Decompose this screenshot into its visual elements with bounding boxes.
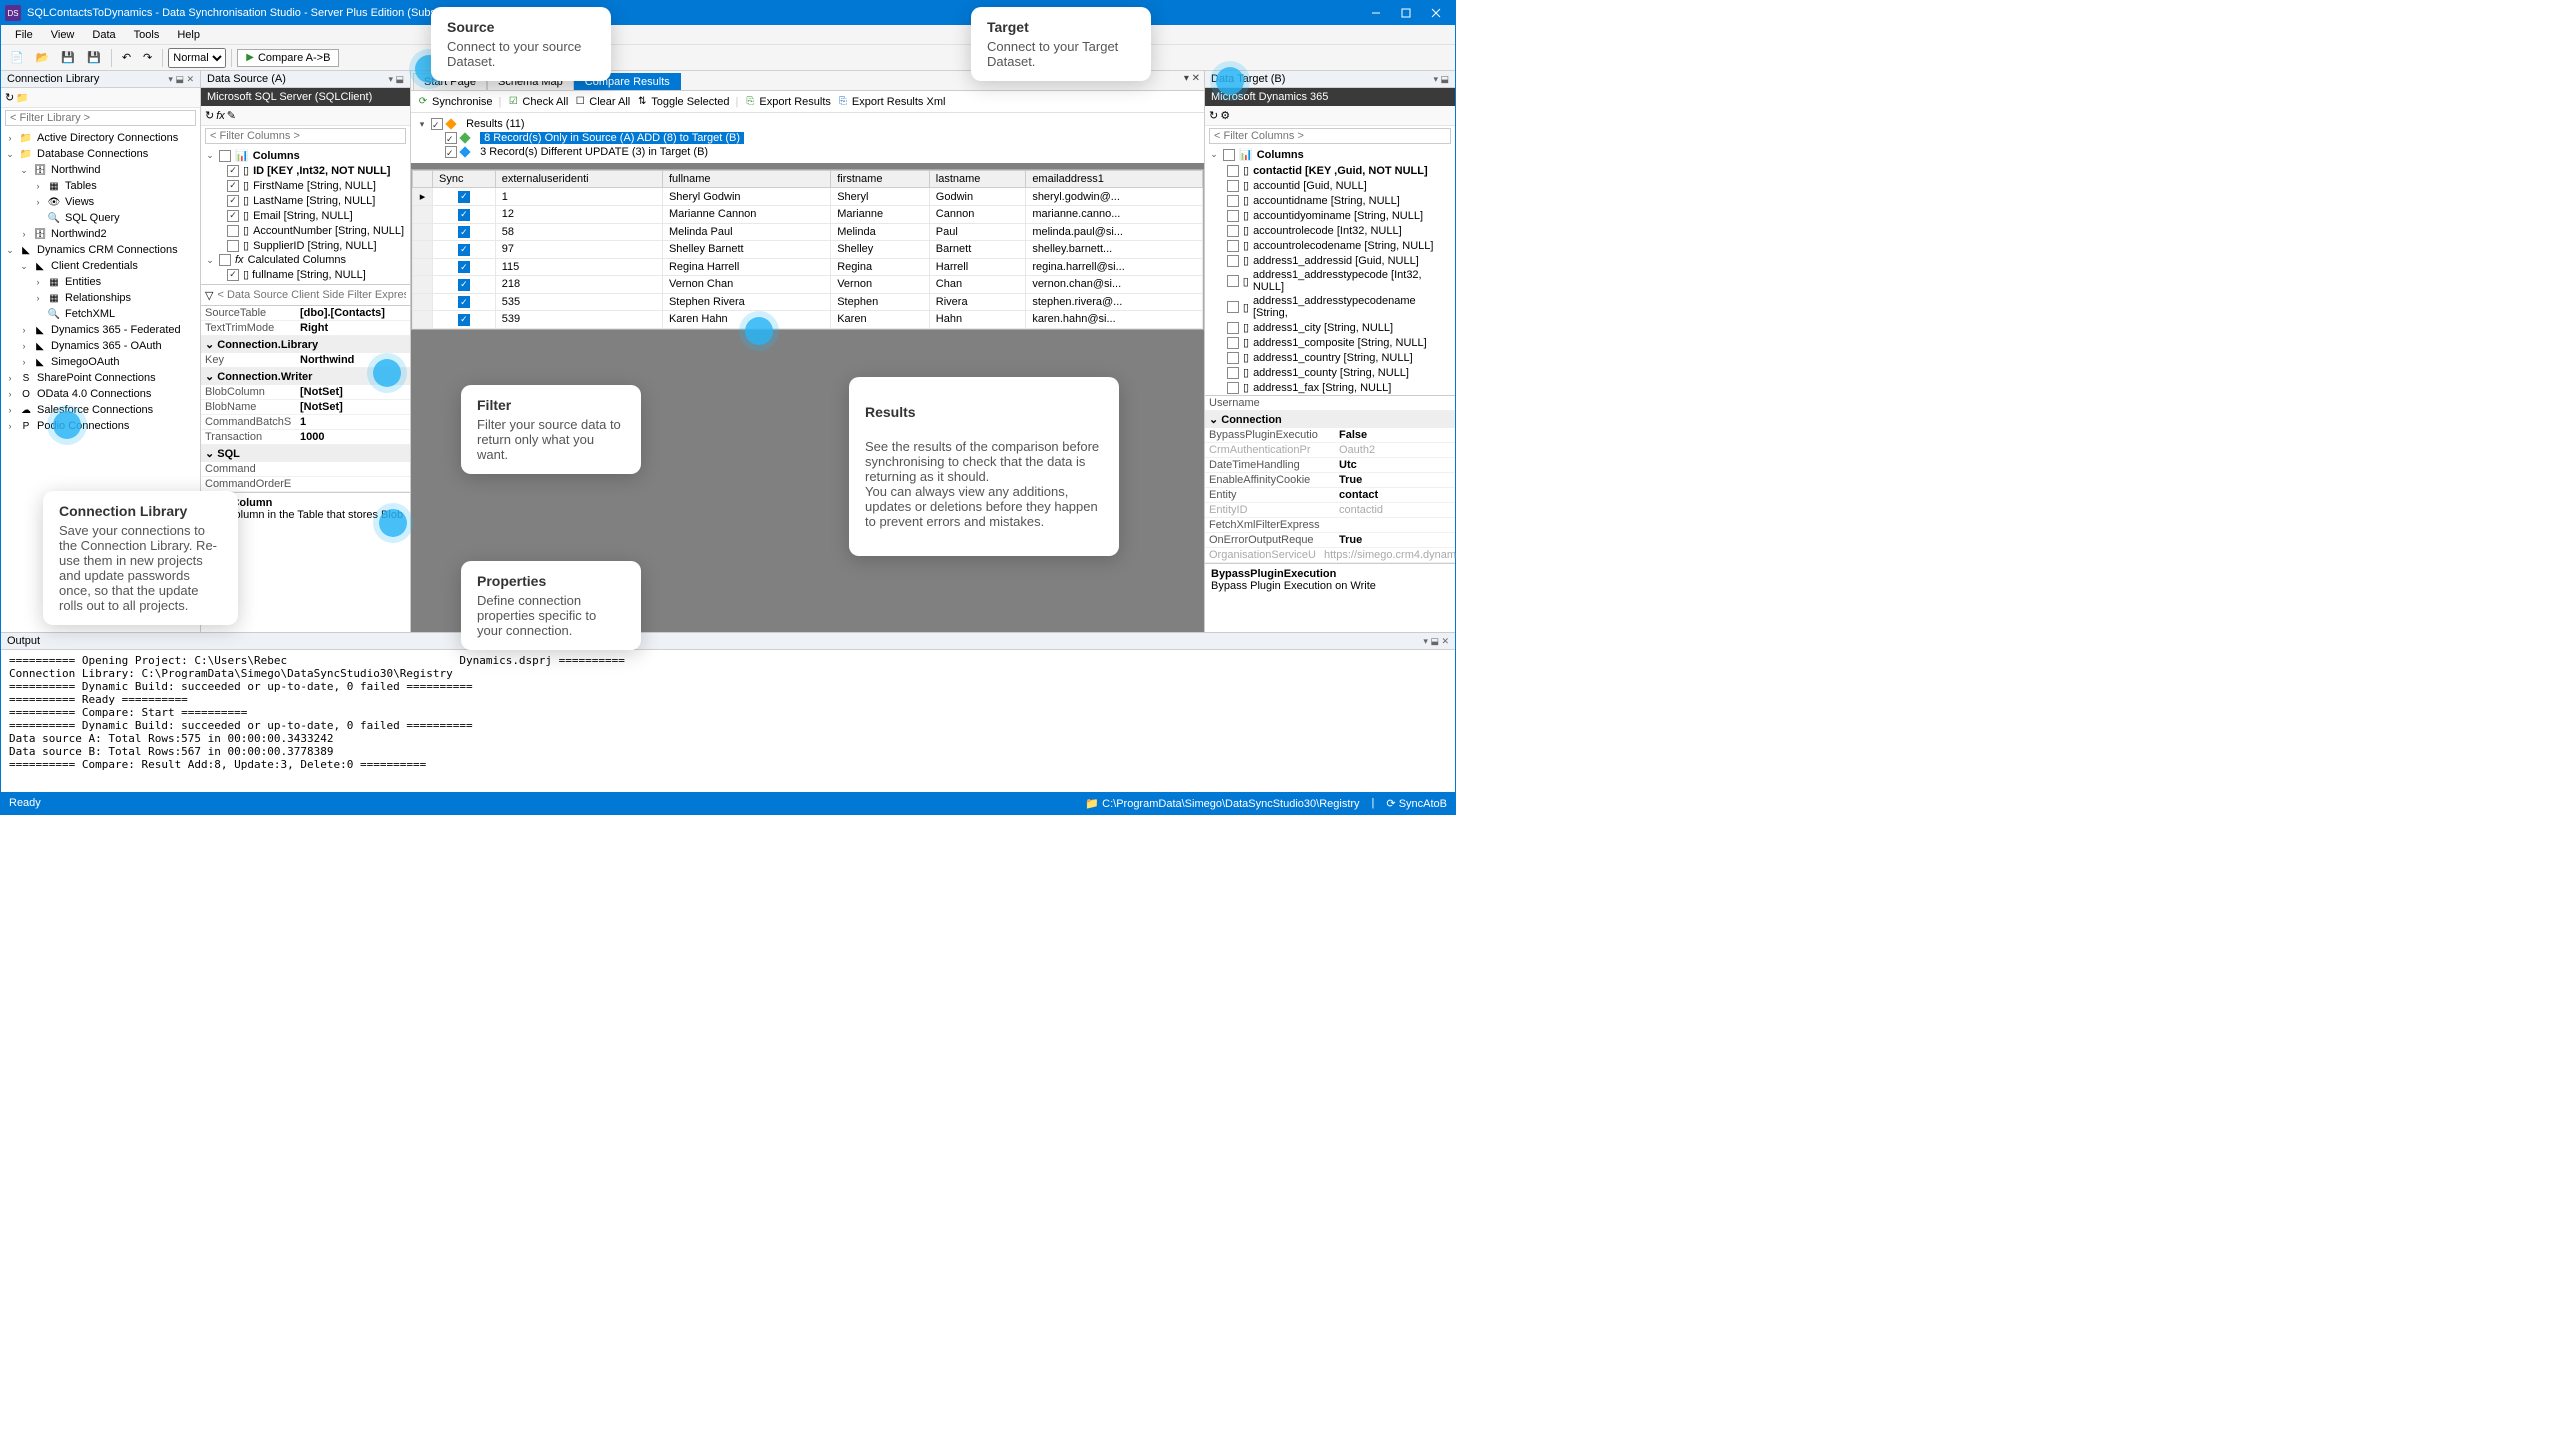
hotspot-results [745,317,773,345]
hotspot-props [379,509,407,537]
export-results-button[interactable]: ⎘Export Results [744,96,831,108]
tree-node[interactable]: ›PPodio Connections [1,418,200,434]
refresh-button[interactable] [5,91,14,104]
tree-node[interactable]: 🔍SQL Query [1,210,200,226]
src-refresh[interactable]: ↻ [205,109,214,122]
tree-node[interactable]: ⌄◣Dynamics CRM Connections [1,242,200,258]
menu-view[interactable]: View [43,27,83,43]
data-target-b-panel: Data Target (B)▾ ⬓ Microsoft Dynamics 36… [1205,71,1455,632]
source-a-provider: Microsoft SQL Server (SQLClient) [201,88,410,106]
target-b-properties[interactable]: Username⌄ ConnectionBypassPluginExecutio… [1205,396,1455,563]
tree-node[interactable]: ›▦Entities [1,274,200,290]
output-log[interactable]: ========== Opening Project: C:\Users\Reb… [1,650,1455,792]
source-a-title: Data Source (A) [207,73,286,85]
tree-node[interactable]: ›▦Tables [1,178,200,194]
mode-select[interactable]: Normal [168,48,226,68]
save-all-button[interactable]: 💾 [82,48,106,67]
callout-filter: Filter Filter your source data to return… [461,385,641,474]
menu-file[interactable]: File [7,27,41,43]
tree-node[interactable]: ›◣Dynamics 365 - Federated [1,322,200,338]
app-icon: DS [5,5,21,21]
callout-props: Properties Define connection properties … [461,561,641,650]
output-title: Output [7,635,40,647]
pin-icon[interactable]: ▾ ⬓ ✕ [168,74,194,85]
tree-node[interactable]: ⌄◣Client Credentials [1,258,200,274]
hotspot-connlib [53,411,81,439]
tgt-refresh[interactable]: ↻ [1209,109,1218,122]
target-b-filter[interactable] [1209,128,1451,144]
tree-node[interactable]: ›OOData 4.0 Connections [1,386,200,402]
statusbar: Ready 📁 C:\ProgramData\Simego\DataSyncSt… [1,792,1455,814]
export-xml-button[interactable]: ⎘Export Results Xml [837,96,946,108]
tab-pin[interactable]: ▾ ✕ [1184,73,1200,84]
tree-node[interactable]: ›◣Dynamics 365 - OAuth [1,338,200,354]
tree-node[interactable]: ›☁Salesforce Connections [1,402,200,418]
synchronise-button[interactable]: ⟳Synchronise [417,96,493,108]
hotspot-filter [373,359,401,387]
source-a-properties[interactable]: SourceTable[dbo].[Contacts]TextTrimModeR… [201,306,410,492]
main-toolbar: 📄 📂 💾 💾 ↶ ↷ Normal ▶ Compare A->B [1,45,1455,71]
hotspot-target [1216,67,1244,95]
menu-tools[interactable]: Tools [126,27,168,43]
target-b-prop-desc: BypassPluginExecution Bypass Plugin Exec… [1205,563,1455,596]
play-icon: ▶ [246,52,254,63]
tree-node[interactable]: ›SSharePoint Connections [1,370,200,386]
open-button[interactable]: 📂 [31,48,55,67]
status-ready: Ready [9,797,41,809]
source-a-filter-bar: ▽ [201,284,410,306]
tree-node[interactable]: ›📁Active Directory Connections [1,130,200,146]
target-b-columns[interactable]: ⌄ 📊 Columns ▯ contactid [KEY ,Guid, NOT … [1205,146,1455,396]
connection-library-header: Connection Library ▾ ⬓ ✕ [1,71,200,88]
compare-button[interactable]: ▶ Compare A->B [237,49,339,67]
toggle-selected-button[interactable]: ⇅Toggle Selected [636,96,729,108]
redo-button[interactable]: ↷ [138,48,157,67]
source-a-columns[interactable]: ⌄ 📊 Columns ▯ ID [KEY ,Int32, NOT NULL] … [201,146,410,284]
minimize-button[interactable] [1361,2,1391,24]
tree-node[interactable]: ⌄🗄Northwind [1,162,200,178]
results-action-bar: ⟳Synchronise | ☑Check All ☐Clear All ⇅To… [411,91,1204,113]
filter-expression-input[interactable] [217,289,406,301]
menu-data[interactable]: Data [84,27,123,43]
status-path: 📁 C:\ProgramData\Simego\DataSyncStudio30… [1085,797,1359,810]
results-tree[interactable]: ▾ Results (11) 8 Record(s) Only in Sourc… [411,113,1204,163]
library-filter-input[interactable] [5,110,196,126]
callout-connlib: Connection Library Save your connections… [43,491,238,625]
clear-all-button[interactable]: ☐Clear All [574,96,630,108]
src-edit[interactable]: ✎ [227,109,236,122]
window-title: SQLContactsToDynamics - Data Synchronisa… [27,7,1361,19]
callout-results: Results See the results of the compariso… [849,377,1119,556]
callout-source: Source Connect to your source Dataset. [431,7,611,81]
status-mode: ⟳ SyncAtoB [1386,797,1447,810]
tree-node[interactable]: ›▦Relationships [1,290,200,306]
tree-node[interactable]: 🔍FetchXML [1,306,200,322]
output-panel: Output▾ ⬓ ✕ ========== Opening Project: … [1,632,1455,792]
tree-node[interactable]: ›🗄Northwind2 [1,226,200,242]
menubar: File View Data Tools Help [1,25,1455,45]
tree-node[interactable]: ›◣SimegoOAuth [1,354,200,370]
src-fx[interactable]: fx [216,110,225,122]
filter-icon: ▽ [205,289,213,302]
titlebar: DS SQLContactsToDynamics - Data Synchron… [1,1,1455,25]
tgt-tool2[interactable]: ⚙ [1220,109,1230,122]
callout-target: Target Connect to your Target Dataset. [971,7,1151,81]
undo-button[interactable]: ↶ [117,48,136,67]
close-button[interactable] [1421,2,1451,24]
menu-help[interactable]: Help [169,27,208,43]
tree-node[interactable]: ⌄📁Database Connections [1,146,200,162]
new-button[interactable]: 📄 [5,48,29,67]
save-button[interactable]: 💾 [56,48,80,67]
target-b-provider: Microsoft Dynamics 365 [1205,88,1455,106]
tree-node[interactable]: ›👁Views [1,194,200,210]
results-grid[interactable]: Syncexternaluseridentifullnamefirstnamel… [411,169,1204,330]
folder-button[interactable] [16,92,28,104]
maximize-button[interactable] [1391,2,1421,24]
app-window: DS SQLContactsToDynamics - Data Synchron… [0,0,1456,815]
check-all-button[interactable]: ☑Check All [507,96,568,108]
source-a-filter[interactable] [205,128,406,144]
